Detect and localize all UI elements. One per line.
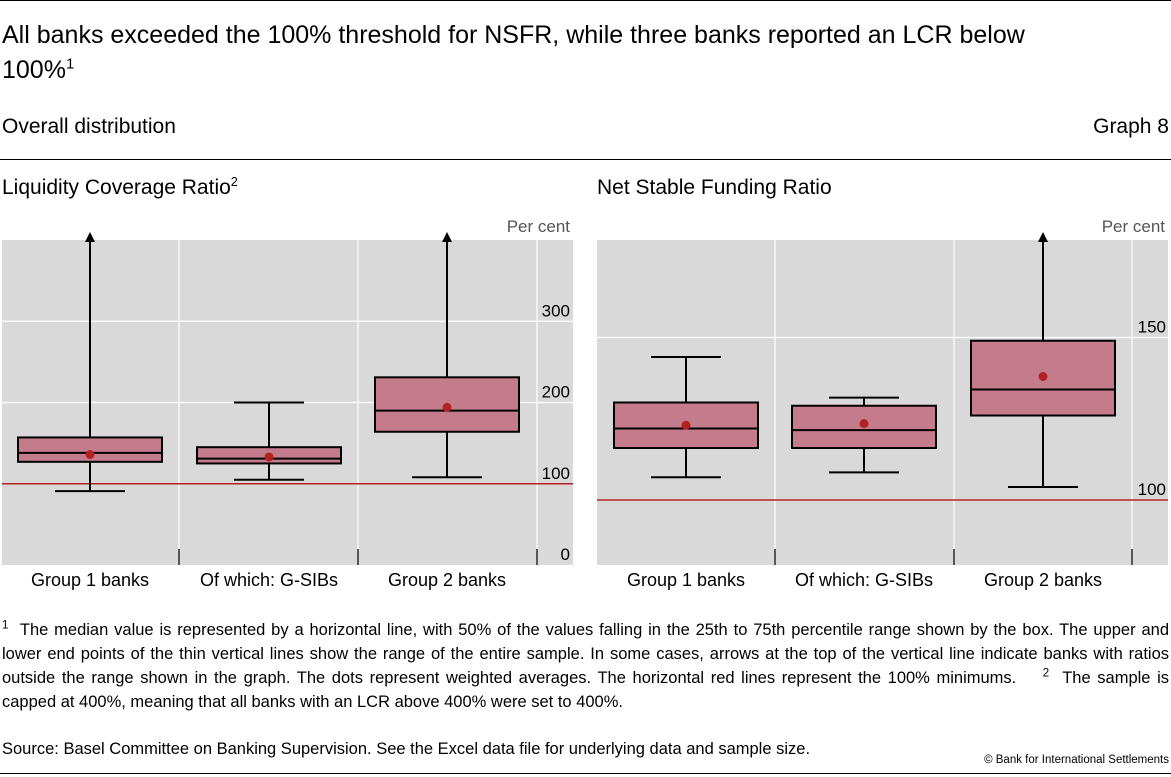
lcr-box <box>17 436 163 463</box>
nsfr-category-label: Group 1 banks <box>627 570 745 590</box>
lcr-mean-dot <box>442 402 452 412</box>
lcr-y-tick-label: 100 <box>542 464 570 483</box>
nsfr-panel-title: Net Stable Funding Ratio <box>597 176 832 199</box>
header-rule <box>0 159 1171 160</box>
copyright: © Bank for International Settlements <box>984 754 1169 766</box>
nsfr-mean-dot <box>681 420 691 430</box>
nsfr-mean-dot <box>859 419 869 429</box>
lcr-category-label: Group 2 banks <box>388 570 506 590</box>
nsfr-mean-dot <box>1038 372 1048 381</box>
nsfr-y-tick-label: 100 <box>1138 480 1166 499</box>
lcr-y-tick-label: 0 <box>561 545 570 564</box>
nsfr-unit-label: Per cent <box>1102 217 1166 236</box>
nsfr-panel: Per cent 100 150 Group 1 banks Of which: G-S… <box>597 217 1168 590</box>
nsfr-category-label: Group 2 banks <box>984 570 1102 590</box>
lcr-y-tick-label: 200 <box>542 383 570 402</box>
lcr-panel-title: Liquidity Coverage Ratio2 <box>2 175 238 199</box>
charts-canvas: Per cent 0 100 200 300 Group 1 banks Of which:… <box>2 217 1168 590</box>
lcr-category-label: Group 1 banks <box>31 570 149 590</box>
footnotes: 1 The median value is represented by a h… <box>2 618 1169 714</box>
footnote-2-text: The sample is capped at 400%, meaning th… <box>2 669 1170 711</box>
source-note: Source: Basel Committee on Banking Super… <box>2 740 811 758</box>
chart-subtitle: Overall distribution <box>2 115 176 138</box>
lcr-mean-dot <box>264 452 274 462</box>
footnote-1-ref: 1 <box>2 619 9 632</box>
bottom-rule <box>0 773 1171 774</box>
nsfr-category-label: Of which: G-SIBs <box>795 570 933 590</box>
lcr-panel: Per cent 0 100 200 300 Group 1 banks Of which:… <box>2 217 573 590</box>
lcr-y-tick-label: 300 <box>542 301 570 320</box>
lcr-unit-label: Per cent <box>507 217 571 236</box>
lcr-category-label: Of which: G-SIBs <box>200 570 338 590</box>
top-rule <box>0 0 1171 1</box>
footnote-2-ref: 2 <box>1042 667 1050 680</box>
footnote-1-text: The median value is represented by a hor… <box>2 621 1169 687</box>
nsfr-y-tick-label: 150 <box>1138 318 1166 337</box>
lcr-mean-dot <box>85 450 95 459</box>
page-title: All banks exceeded the 100% threshold fo… <box>2 21 1025 84</box>
graph-number: Graph 8 <box>1093 115 1169 138</box>
